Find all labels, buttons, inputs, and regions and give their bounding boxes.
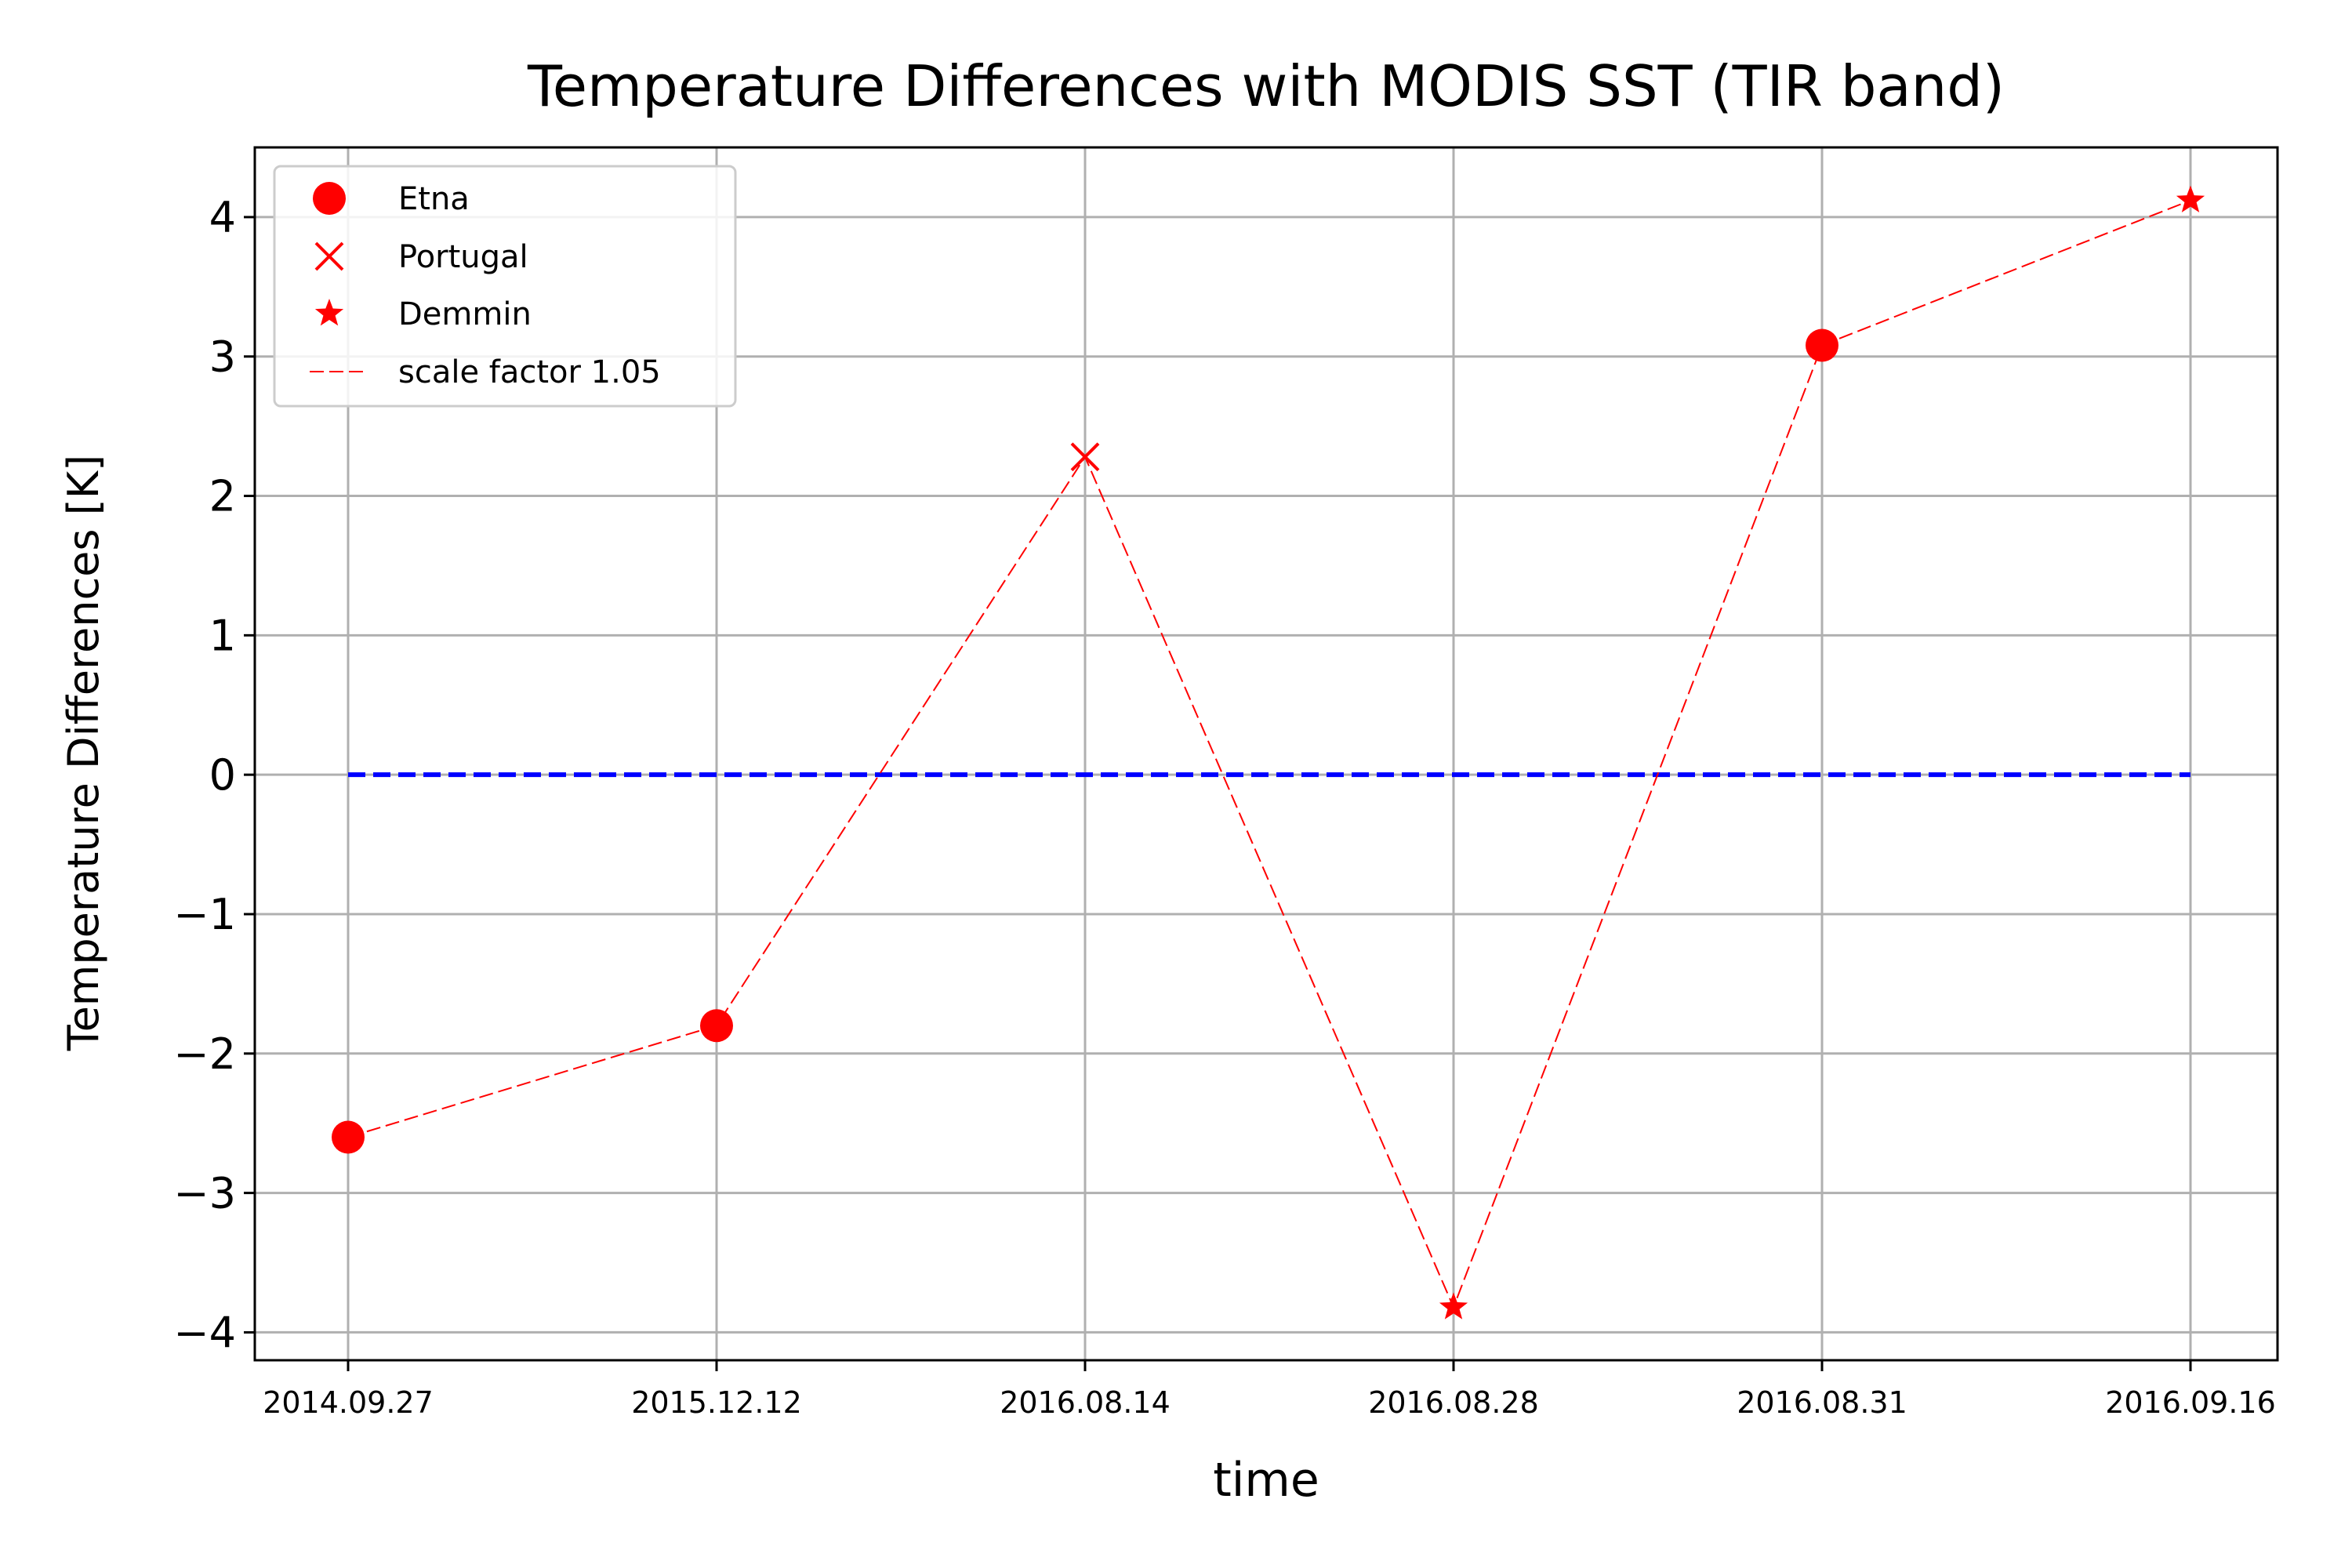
data-point-etna [332, 1120, 365, 1154]
legend-label: Demmin [398, 296, 532, 332]
plot-frame [253, 146, 2279, 1362]
grid-layer [255, 147, 2278, 1360]
legend-box [273, 165, 737, 408]
x-tick-label: 2014.09.27 [263, 1385, 434, 1420]
y-tick-label: −4 [173, 1308, 236, 1357]
legend-handle-x-stroke-b [314, 241, 344, 271]
x-tick-label: 2015.12.12 [631, 1385, 802, 1420]
x-tick-label: 2016.08.28 [1368, 1385, 1539, 1420]
y-tick-label: 1 [209, 611, 236, 660]
chart-title: Temperature Differences with MODIS SST (… [527, 53, 2005, 119]
y-tick-label: 0 [209, 750, 236, 800]
series-line-scale-factor [347, 199, 2191, 1310]
legend-label: Portugal [398, 239, 528, 275]
y-tick-label: 3 [209, 332, 236, 382]
data-point-etna [1806, 328, 1838, 362]
x-axis-label: time [1213, 1453, 1319, 1508]
marker-layer [332, 185, 2205, 1319]
y-tick-label: 4 [209, 193, 236, 242]
legend-handle-circle [313, 182, 346, 215]
legend-label: Etna [398, 181, 470, 217]
y-axis-label: Temperature Differences [K] [59, 455, 108, 1051]
y-tick-label: −1 [173, 890, 236, 939]
legend-handle-star [314, 299, 344, 326]
legend-label: scale factor 1.05 [398, 354, 661, 390]
series-layer [347, 199, 2191, 1310]
y-tick-label: −2 [173, 1029, 236, 1079]
data-point-portugal-stroke-b [1070, 442, 1100, 472]
legend-handle-x [314, 241, 344, 271]
legend: Etna Portugal Demmin scale factor 1.05 [273, 165, 737, 408]
data-point-portugal [1070, 442, 1100, 472]
axis-layer: 2014.09.27 2015.12.12 2016.08.14 2016.08.28… [173, 193, 2275, 1420]
y-tick-label: 2 [209, 472, 236, 521]
y-tick-label: −3 [173, 1169, 236, 1218]
x-tick-label: 2016.09.16 [2105, 1385, 2276, 1420]
x-tick-label: 2016.08.31 [1737, 1385, 1907, 1420]
x-tick-label: 2016.08.14 [1000, 1385, 1171, 1420]
data-point-demmin [1439, 1292, 1468, 1319]
data-point-demmin [2176, 185, 2205, 212]
data-point-etna [700, 1009, 733, 1043]
